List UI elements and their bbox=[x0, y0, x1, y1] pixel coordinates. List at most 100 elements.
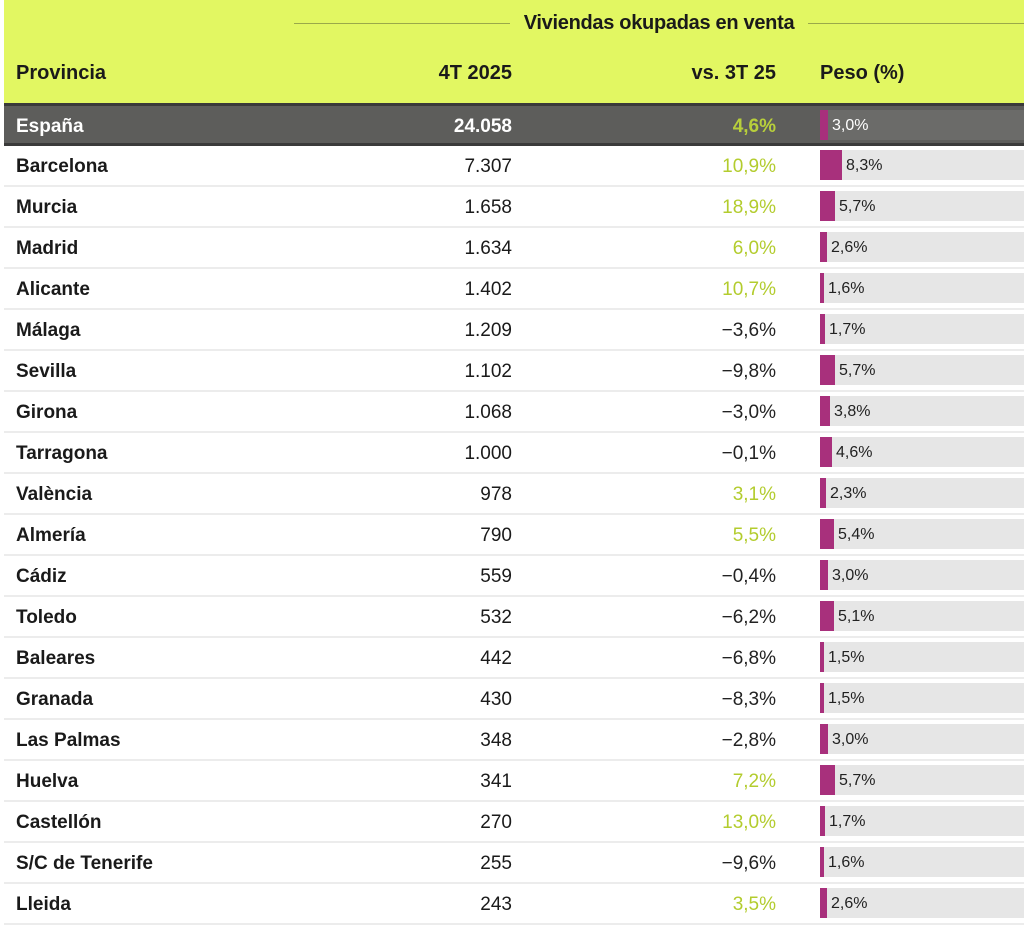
province-name: Murcia bbox=[16, 197, 78, 218]
peso-label: 5,1% bbox=[838, 608, 875, 625]
peso-label: 1,7% bbox=[829, 321, 866, 338]
peso-bar-track: 3,0% bbox=[820, 560, 1024, 590]
change-vs-3t25: 3,5% bbox=[732, 894, 776, 915]
peso-label: 3,0% bbox=[832, 731, 869, 748]
province-name: Girona bbox=[16, 402, 78, 423]
peso-label: 3,8% bbox=[834, 403, 871, 420]
peso-label: 2,3% bbox=[830, 485, 867, 502]
peso-bar bbox=[820, 273, 824, 303]
table-row: Lleida 243 3,5% 2,6% bbox=[4, 884, 1024, 925]
value-4t2025: 243 bbox=[480, 894, 512, 915]
change-vs-3t25: 6,0% bbox=[732, 238, 776, 259]
table-row: Girona 1.068 −3,0% 3,8% bbox=[4, 392, 1024, 433]
peso-label: 1,6% bbox=[828, 280, 865, 297]
value-4t2025: 1.634 bbox=[464, 238, 512, 259]
peso-bar-track: 5,7% bbox=[820, 765, 1024, 795]
value-4t2025: 1.209 bbox=[464, 320, 512, 341]
peso-bar-track: 8,3% bbox=[820, 150, 1024, 180]
table-row: Madrid 1.634 6,0% 2,6% bbox=[4, 228, 1024, 269]
peso-bar-track: 2,6% bbox=[820, 232, 1024, 262]
peso-bar-track: 3,0% bbox=[820, 724, 1024, 754]
peso-bar-track: 5,4% bbox=[820, 519, 1024, 549]
peso-bar bbox=[820, 888, 827, 918]
peso-label: 5,4% bbox=[838, 526, 875, 543]
table-super-header: Viviendas okupadas en venta bbox=[294, 12, 1024, 35]
peso-bar-track: 2,3% bbox=[820, 478, 1024, 508]
value-4t2025: 1.068 bbox=[464, 402, 512, 423]
value-4t2025: 430 bbox=[480, 689, 512, 710]
value-4t2025: 442 bbox=[480, 648, 512, 669]
table-row: Alicante 1.402 10,7% 1,6% bbox=[4, 269, 1024, 310]
change-vs-3t25: −3,0% bbox=[721, 402, 776, 423]
table-row: S/C de Tenerife 255 −9,6% 1,6% bbox=[4, 843, 1024, 884]
table-row: Barcelona 7.307 10,9% 8,3% bbox=[4, 146, 1024, 187]
peso-bar bbox=[820, 847, 824, 877]
value-4t2025: 7.307 bbox=[464, 156, 512, 177]
value-4t2025: 270 bbox=[480, 812, 512, 833]
peso-bar-track: 4,6% bbox=[820, 437, 1024, 467]
province-name: Sevilla bbox=[16, 361, 77, 382]
change-vs-3t25: −9,6% bbox=[721, 853, 776, 874]
change-vs-3t25: 10,7% bbox=[722, 279, 776, 300]
peso-label: 4,6% bbox=[836, 444, 873, 461]
data-table: Viviendas okupadas en venta Provincia 4T… bbox=[4, 0, 1024, 925]
peso-bar-track: 5,7% bbox=[820, 355, 1024, 385]
change-vs-3t25: 13,0% bbox=[722, 812, 776, 833]
change-vs-3t25: −3,6% bbox=[721, 320, 776, 341]
peso-label: 1,5% bbox=[828, 649, 865, 666]
peso-label: 5,7% bbox=[839, 362, 876, 379]
table-row: Cádiz 559 −0,4% 3,0% bbox=[4, 556, 1024, 597]
table-row: Castellón 270 13,0% 1,7% bbox=[4, 802, 1024, 843]
table-row: Toledo 532 −6,2% 5,1% bbox=[4, 597, 1024, 638]
value-4t2025: 24.058 bbox=[453, 116, 512, 137]
peso-bar-track: 1,7% bbox=[820, 806, 1024, 836]
province-name: Alicante bbox=[16, 279, 90, 300]
peso-bar-track: 2,6% bbox=[820, 888, 1024, 918]
peso-bar bbox=[820, 396, 830, 426]
province-name: Las Palmas bbox=[16, 730, 121, 751]
column-header-peso[interactable]: Peso (%) bbox=[820, 62, 905, 84]
table-row: Almería 790 5,5% 5,4% bbox=[4, 515, 1024, 556]
column-header-provincia[interactable]: Provincia bbox=[16, 62, 107, 84]
peso-bar bbox=[820, 765, 835, 795]
peso-bar bbox=[820, 519, 834, 549]
province-name: València bbox=[16, 484, 93, 505]
peso-label: 1,6% bbox=[828, 854, 865, 871]
table-title: Viviendas okupadas en venta bbox=[523, 12, 795, 34]
peso-label: 5,7% bbox=[839, 772, 876, 789]
change-vs-3t25: −0,4% bbox=[721, 566, 776, 587]
change-vs-3t25: −6,8% bbox=[721, 648, 776, 669]
column-header-4t2025[interactable]: 4T 2025 bbox=[438, 62, 512, 84]
table-row: Las Palmas 348 −2,8% 3,0% bbox=[4, 720, 1024, 761]
change-vs-3t25: −0,1% bbox=[721, 443, 776, 464]
province-name: Toledo bbox=[16, 607, 77, 628]
peso-bar-track: 1,5% bbox=[820, 683, 1024, 713]
peso-label: 3,0% bbox=[832, 567, 869, 584]
table-row: Baleares 442 −6,8% 1,5% bbox=[4, 638, 1024, 679]
province-name: Madrid bbox=[16, 238, 79, 259]
change-vs-3t25: −9,8% bbox=[721, 361, 776, 382]
change-vs-3t25: 3,1% bbox=[732, 484, 776, 505]
value-4t2025: 532 bbox=[480, 607, 512, 628]
province-name: Granada bbox=[16, 689, 94, 710]
value-4t2025: 978 bbox=[480, 484, 512, 505]
peso-bar-track: 1,6% bbox=[820, 847, 1024, 877]
table-row: Sevilla 1.102 −9,8% 5,7% bbox=[4, 351, 1024, 392]
peso-bar bbox=[820, 110, 828, 140]
province-name: Cádiz bbox=[16, 566, 67, 587]
peso-bar bbox=[820, 724, 828, 754]
peso-bar bbox=[820, 601, 834, 631]
column-header-change[interactable]: vs. 3T 25 bbox=[691, 62, 776, 84]
province-name: Lleida bbox=[16, 894, 71, 915]
peso-bar bbox=[820, 683, 824, 713]
peso-bar-track: 5,1% bbox=[820, 601, 1024, 631]
change-vs-3t25: −8,3% bbox=[721, 689, 776, 710]
column-headers: Provincia 4T 2025 vs. 3T 25 Peso (%) bbox=[4, 62, 1024, 92]
peso-bar bbox=[820, 355, 835, 385]
peso-bar bbox=[820, 314, 825, 344]
change-vs-3t25: −2,8% bbox=[721, 730, 776, 751]
peso-bar bbox=[820, 478, 826, 508]
value-4t2025: 559 bbox=[480, 566, 512, 587]
value-4t2025: 1.000 bbox=[464, 443, 512, 464]
province-name: Baleares bbox=[16, 648, 96, 669]
